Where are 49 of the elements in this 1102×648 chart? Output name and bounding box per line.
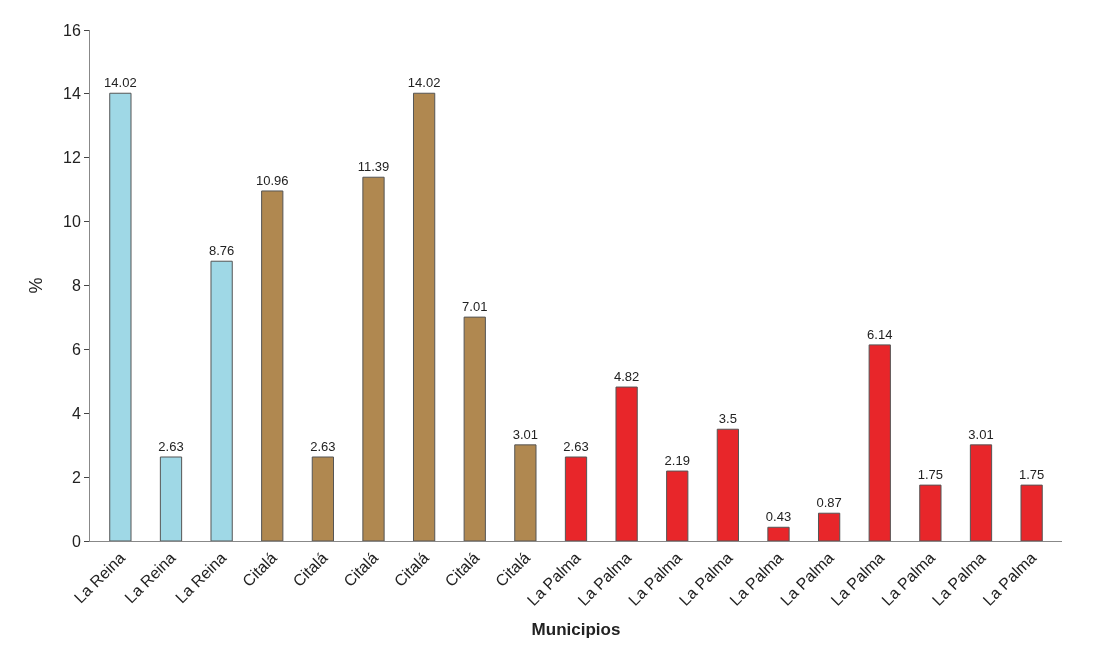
y-axis-title: % bbox=[26, 277, 47, 294]
data-label: 4.82 bbox=[613, 369, 640, 385]
y-tick-label: 4 bbox=[71, 404, 81, 422]
data-label: 14.02 bbox=[104, 75, 137, 91]
bar bbox=[159, 456, 183, 541]
data-label: 3.01 bbox=[968, 426, 994, 442]
bar bbox=[615, 386, 638, 541]
bar bbox=[210, 260, 233, 541]
bar bbox=[514, 444, 537, 541]
bar bbox=[716, 428, 740, 541]
data-label: 2.63 bbox=[310, 439, 336, 454]
bar bbox=[817, 512, 841, 541]
bar bbox=[969, 444, 993, 541]
bar bbox=[463, 316, 486, 541]
data-label: 11.39 bbox=[357, 159, 390, 175]
data-label: 0.87 bbox=[816, 495, 842, 511]
data-label: 14.02 bbox=[407, 75, 441, 91]
data-label: 1.75 bbox=[917, 467, 944, 483]
y-tick-label: 8 bbox=[71, 277, 81, 295]
data-label: 0.43 bbox=[765, 509, 792, 525]
data-label: 7.01 bbox=[462, 299, 488, 315]
data-label: 3.01 bbox=[512, 426, 539, 442]
data-label: 3.5 bbox=[718, 411, 737, 427]
bar bbox=[109, 92, 132, 541]
data-label: 6.14 bbox=[867, 326, 893, 342]
data-label: 1.75 bbox=[1018, 467, 1045, 483]
bar bbox=[767, 526, 790, 541]
bar bbox=[1020, 484, 1043, 541]
data-label: 2.63 bbox=[158, 439, 184, 454]
bar bbox=[261, 190, 284, 541]
data-label: 8.76 bbox=[208, 243, 235, 259]
bar bbox=[564, 456, 588, 541]
y-tick-label: 14 bbox=[63, 85, 81, 103]
data-label: 2.19 bbox=[664, 453, 690, 469]
bar bbox=[868, 344, 891, 541]
y-tick-label: 6 bbox=[71, 340, 81, 358]
y-tick-label: 2 bbox=[71, 468, 81, 486]
y-tick-label: 12 bbox=[63, 149, 81, 167]
bar bbox=[412, 92, 436, 541]
y-tick-label: 0 bbox=[71, 532, 81, 550]
bar bbox=[311, 456, 335, 541]
x-axis-title: Municipios bbox=[531, 620, 621, 640]
data-label: 10.96 bbox=[255, 172, 289, 188]
y-tick-label: 10 bbox=[63, 213, 81, 231]
y-tick-label: 16 bbox=[63, 21, 81, 39]
data-label: 2.63 bbox=[563, 439, 589, 454]
bar bbox=[666, 470, 689, 541]
bar bbox=[919, 484, 942, 541]
bar bbox=[362, 176, 385, 541]
